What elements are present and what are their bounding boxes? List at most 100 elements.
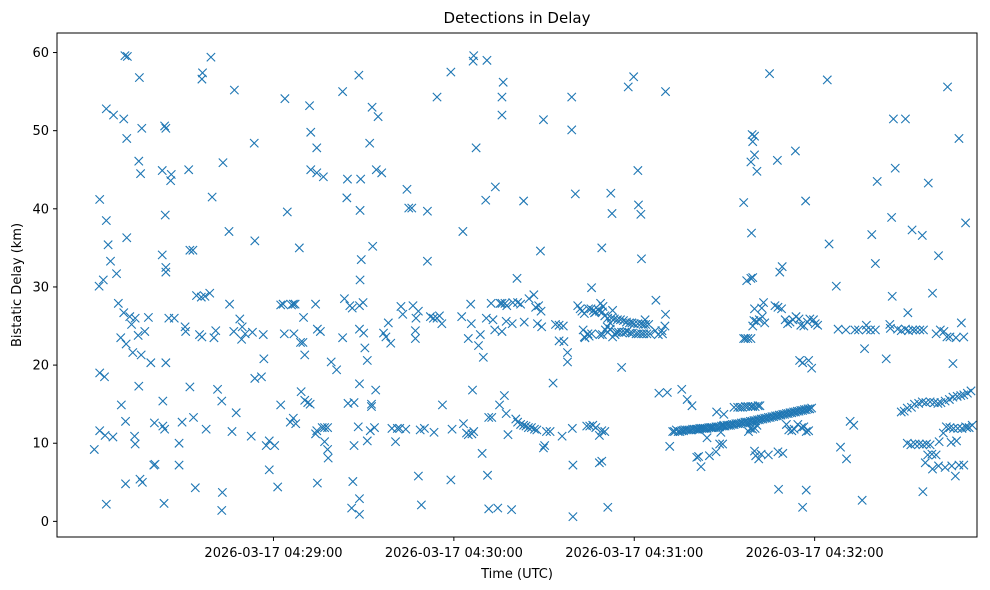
data-point (513, 297, 523, 308)
data-point (310, 299, 321, 309)
data-point (169, 313, 179, 323)
data-point (597, 330, 607, 340)
data-point (773, 484, 784, 494)
data-point (617, 362, 627, 373)
data-point (353, 422, 363, 432)
data-point (416, 500, 426, 510)
data-point (803, 404, 813, 414)
data-point (778, 448, 788, 458)
data-point (608, 305, 618, 315)
data-point (466, 299, 476, 309)
data-point (629, 319, 639, 329)
data-point (754, 454, 764, 464)
data-point (947, 461, 957, 471)
data-point (777, 262, 787, 272)
data-point (507, 319, 517, 329)
data-point (404, 203, 414, 213)
data-point (941, 422, 951, 432)
data-point (354, 70, 364, 80)
data-point (583, 329, 593, 339)
data-point (276, 400, 286, 410)
data-point (366, 399, 377, 409)
data-point (804, 355, 814, 365)
data-point (562, 357, 573, 367)
data-point (119, 308, 129, 318)
data-point (159, 498, 169, 508)
data-point (645, 329, 655, 339)
data-point (917, 230, 927, 240)
data-point (707, 423, 717, 433)
data-point (716, 427, 726, 437)
data-point (927, 288, 938, 298)
data-point (120, 416, 131, 426)
data-point (801, 485, 811, 495)
data-point (298, 337, 308, 348)
data-point (240, 329, 250, 339)
data-point (911, 325, 921, 335)
data-point (482, 470, 493, 480)
data-point (798, 358, 808, 368)
data-point (481, 313, 491, 323)
data-point (294, 243, 304, 253)
data-point (503, 430, 513, 440)
data-point (130, 439, 140, 449)
data-point (558, 321, 568, 331)
data-point (122, 233, 132, 243)
data-point (362, 436, 372, 446)
data-point (264, 465, 274, 475)
x-axis: 2026-03-17 04:29:00 2026-03-17 04:30:00 20… (204, 537, 884, 561)
data-point (881, 354, 891, 364)
data-point (392, 423, 402, 433)
data-point (861, 320, 871, 330)
data-point (594, 458, 604, 468)
data-point (890, 163, 900, 173)
data-point (748, 272, 758, 283)
data-point (799, 422, 809, 432)
data-point (755, 401, 765, 411)
data-point (867, 230, 877, 240)
data-point (98, 275, 108, 285)
data-point (411, 313, 421, 323)
data-point (125, 312, 135, 322)
data-point (610, 330, 620, 340)
data-point (962, 423, 972, 433)
data-point (396, 301, 406, 312)
data-point (796, 320, 806, 330)
data-point (490, 325, 500, 335)
data-points (89, 51, 977, 522)
data-point (161, 267, 171, 277)
data-point (887, 212, 897, 222)
data-point (247, 327, 258, 337)
data-point (718, 439, 728, 449)
data-point (751, 316, 761, 326)
data-point (463, 430, 473, 440)
data-point (158, 396, 168, 406)
data-point (181, 326, 191, 337)
data-point (934, 437, 944, 447)
data-point (746, 333, 756, 344)
plot-frame (56, 32, 978, 538)
data-point (99, 372, 110, 382)
data-point (322, 423, 333, 433)
data-point (662, 387, 672, 398)
data-point (602, 322, 612, 332)
data-point (757, 303, 767, 313)
data-point (126, 319, 137, 330)
data-point (348, 476, 358, 487)
data-point (120, 51, 130, 61)
data-point (519, 420, 529, 430)
y-tick-label: 40 (32, 202, 49, 217)
data-point (529, 424, 540, 434)
data-point (900, 114, 911, 124)
data-point (229, 326, 239, 337)
data-point (312, 426, 322, 436)
data-point (288, 413, 298, 423)
data-point (497, 298, 507, 308)
data-point (458, 419, 469, 429)
data-point (938, 428, 948, 438)
data-point (256, 372, 267, 382)
data-point (798, 502, 808, 512)
data-point (918, 325, 929, 335)
data-point (128, 348, 138, 358)
